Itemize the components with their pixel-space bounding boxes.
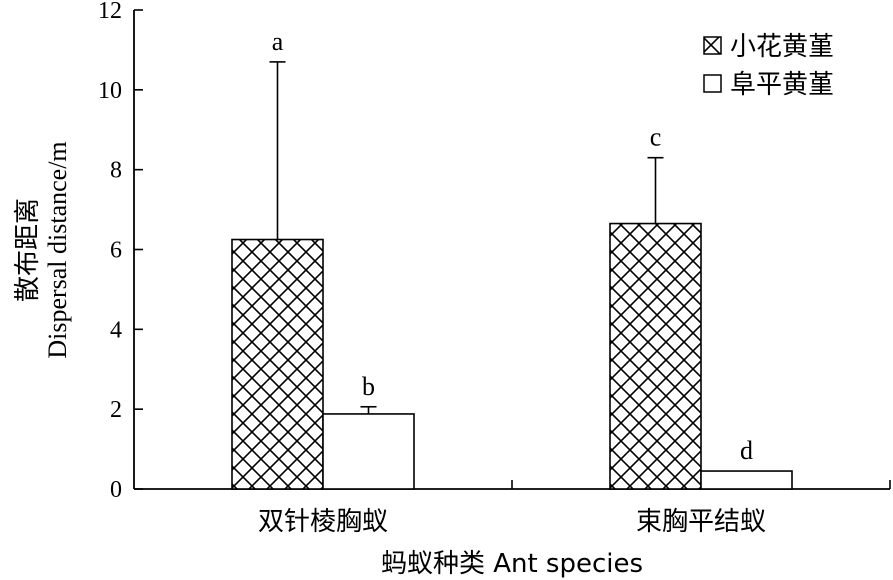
y-axis-title: 散布距离 Dispersal distance/m (13, 141, 72, 358)
significance-label: a (272, 27, 284, 56)
y-axis-title-en: Dispersal distance/m (43, 141, 72, 358)
significance-label: d (740, 436, 753, 465)
plot-area: 0 2 4 6 8 10 12 双针棱胸蚁 a b 束胸平结蚁 c d (98, 0, 891, 537)
y-tick-label: 0 (110, 477, 122, 503)
legend-swatch-series-1 (703, 36, 722, 55)
bar (700, 470, 793, 490)
bar (609, 222, 702, 490)
legend-label-series-2: 阜平黄堇 (730, 70, 834, 100)
significance-label: b (362, 372, 375, 401)
y-tick-label: 2 (110, 397, 122, 423)
significance-label: c (650, 123, 662, 152)
legend-swatch-series-2 (703, 74, 722, 93)
y-tick-label: 10 (98, 78, 122, 104)
bar (231, 238, 324, 490)
y-axis-title-cn: 散布距离 (13, 198, 43, 302)
y-tick-label: 6 (110, 238, 122, 264)
x-tick-label: 双针棱胸蚁 (258, 507, 388, 537)
legend: 小花黄堇 阜平黄堇 (703, 32, 834, 100)
x-axis-title: 蚂蚁种类 Ant species (381, 549, 643, 579)
x-tick-label: 束胸平结蚁 (636, 507, 766, 537)
bar (322, 413, 415, 490)
y-tick-label: 4 (110, 317, 122, 343)
legend-label-series-1: 小花黄堇 (730, 32, 834, 62)
y-tick-label: 12 (98, 0, 122, 24)
y-tick-label: 8 (110, 158, 122, 184)
